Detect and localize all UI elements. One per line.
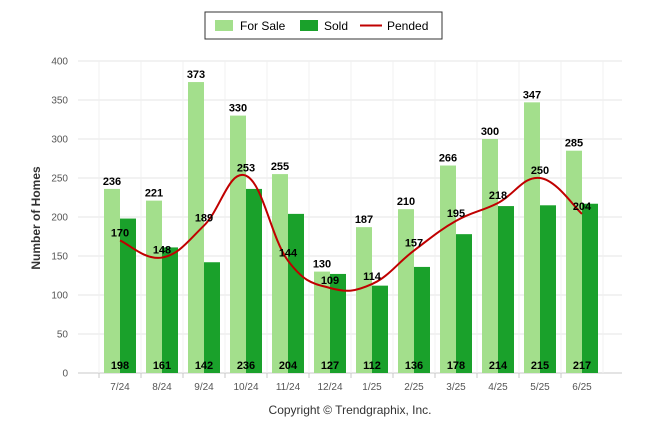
label-pended-3/25: 195 [447,208,465,220]
bar-for-sale-6/25 [566,150,582,373]
label-for-sale-10/24: 330 [229,103,247,115]
y-tick-label-300: 300 [51,135,68,146]
y-tick-label-50: 50 [57,330,69,341]
label-pended-10/24: 253 [237,163,255,175]
label-pended-8/24: 148 [153,245,171,257]
bar-sold-6/25 [582,203,598,373]
bar-sold-9/24 [204,262,220,373]
label-sold-8/24: 161 [153,360,171,372]
bar-sold-7/24 [120,218,136,373]
bar-sold-3/25 [456,234,472,373]
x-tick-label-5/25: 5/25 [530,382,550,393]
bar-for-sale-7/24 [104,188,120,373]
label-pended-2/25: 157 [405,238,423,250]
x-tick-label-7/24: 7/24 [110,382,130,393]
y-axis: 0 50 100 150 200 250 300 350 400 [51,57,68,380]
label-for-sale-6/25: 285 [565,138,583,150]
label-for-sale-8/24: 221 [145,188,163,200]
bar-sold-10/24 [246,188,262,373]
bar-sold-1/25 [372,285,388,373]
bar-for-sale-11/24 [272,174,288,373]
x-tick-label-11/24: 11/24 [276,382,301,393]
gridlines [78,60,622,374]
label-sold-9/24: 142 [195,360,213,372]
label-for-sale-4/25: 300 [481,126,499,138]
label-for-sale-7/24: 236 [103,176,121,188]
bar-for-sale-2/25 [398,209,414,373]
legend: For Sale Sold Pended [204,11,443,40]
label-sold-10/24: 236 [237,360,255,372]
label-pended-5/25: 250 [531,165,549,177]
bar-sold-5/25 [540,205,556,373]
y-axis-title: Number of Homes [29,166,43,270]
copyright-footer: Copyright © Trendgraphix, Inc. [269,403,432,417]
label-for-sale-2/25: 210 [397,196,415,208]
legend-swatch-for-sale [215,20,233,31]
bar-sold-2/25 [414,266,430,373]
label-sold-11/24: 204 [279,360,298,372]
label-pended-11/24: 144 [279,248,298,260]
bar-sold-11/24 [288,213,304,373]
y-tick-label-200: 200 [51,213,68,224]
bar-for-sale-4/25 [482,139,498,373]
legend-label-sold: Sold [324,19,348,33]
bar-for-sale-12/24 [314,271,330,373]
bar-sold-12/24 [330,273,346,373]
label-pended-12/24: 109 [321,275,339,287]
legend-label-for-sale: For Sale [240,19,286,33]
x-axis: 7/24 8/24 9/24 10/24 11/24 12/24 1/25 2/25 3/25 4… [98,373,592,393]
label-for-sale-1/25: 187 [355,214,373,226]
bar-for-sale-1/25 [356,227,372,373]
y-tick-label-400: 400 [51,57,68,68]
x-tick-label-10/24: 10/24 [233,382,258,393]
label-sold-7/24: 198 [111,360,129,372]
y-tick-label-100: 100 [51,291,68,302]
bar-for-sale-9/24 [188,82,204,373]
pended-line-group [119,173,583,292]
data-labels: 236 170 198 221 148 161 373 189 142 330 253 236 255 1… [103,69,592,372]
bar-sold-8/24 [162,247,178,373]
label-for-sale-5/25: 347 [523,89,541,101]
legend-label-pended: Pended [387,19,428,33]
y-tick-label-150: 150 [51,252,68,263]
x-tick-label-8/24: 8/24 [152,382,172,393]
legend-swatch-sold [300,20,318,31]
x-tick-label-9/24: 9/24 [194,382,214,393]
bars [104,82,598,373]
label-pended-7/24: 170 [111,227,129,239]
bar-for-sale-5/25 [524,102,540,373]
label-pended-9/24: 189 [195,213,213,225]
x-tick-label-12/24: 12/24 [317,382,342,393]
y-tick-label-350: 350 [51,96,68,107]
x-tick-label-1/25: 1/25 [362,382,382,393]
label-sold-6/25: 217 [573,360,591,372]
y-tick-label-250: 250 [51,174,68,185]
label-sold-1/25: 112 [363,360,381,372]
label-sold-2/25: 136 [405,360,423,372]
bar-for-sale-8/24 [146,200,162,373]
label-sold-3/25: 178 [447,360,465,372]
y-tick-label-0: 0 [62,369,68,380]
label-for-sale-9/24: 373 [187,69,205,81]
label-pended-4/25: 218 [489,190,507,202]
bar-for-sale-3/25 [440,165,456,373]
label-for-sale-12/24: 130 [313,259,331,271]
label-for-sale-3/25: 266 [439,153,457,165]
bar-sold-4/25 [498,206,514,373]
label-for-sale-11/24: 255 [271,161,289,173]
label-pended-6/25: 204 [573,201,592,213]
x-tick-label-3/25: 3/25 [446,382,466,393]
x-tick-label-2/25: 2/25 [404,382,424,393]
pended-line [119,173,583,292]
label-sold-12/24: 127 [321,360,339,372]
label-sold-5/25: 215 [531,360,549,372]
bar-for-sale-10/24 [230,115,246,373]
legend-box [204,11,443,40]
label-pended-1/25: 114 [363,271,382,283]
x-tick-label-6/25: 6/25 [572,382,592,393]
x-tick-label-4/25: 4/25 [488,382,508,393]
label-sold-4/25: 214 [489,360,508,372]
